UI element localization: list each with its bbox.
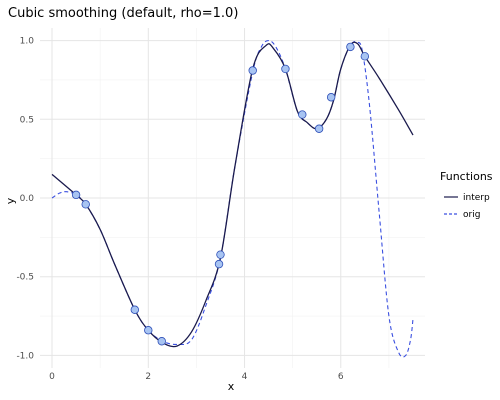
chart-title: Cubic smoothing (default, rho=1.0) — [8, 6, 238, 21]
legend: Functions interp orig — [440, 170, 493, 220]
y-axis-ticks: 1.0 0.5 0.0 -0.5 -1.0 — [16, 37, 34, 362]
data-points — [71, 42, 370, 346]
series-lines — [51, 40, 414, 358]
x-tick-label: 4 — [242, 372, 248, 382]
y-tick-label: -1.0 — [16, 351, 34, 361]
data-point — [281, 64, 290, 74]
data-point — [71, 190, 81, 200]
data-point — [298, 110, 307, 119]
legend-items: interp orig — [444, 193, 490, 220]
data-point — [346, 42, 355, 52]
y-tick-label: -0.5 — [16, 273, 34, 283]
x-tick-label: 6 — [338, 372, 344, 382]
data-point — [360, 52, 370, 61]
legend-label-orig: orig — [463, 210, 480, 220]
y-tick-label: 0.5 — [20, 115, 34, 125]
data-point — [326, 93, 336, 102]
data-point — [130, 305, 140, 314]
x-axis-label: x — [228, 380, 235, 393]
data-point — [214, 259, 224, 269]
x-tick-label: 0 — [49, 372, 55, 382]
data-point — [216, 250, 225, 259]
x-tick-label: 2 — [145, 372, 151, 382]
legend-label-interp: interp — [463, 193, 490, 203]
data-point — [144, 326, 153, 335]
y-tick-label: 1.0 — [20, 37, 35, 47]
legend-title: Functions — [440, 170, 493, 183]
y-axis-label: y — [4, 197, 17, 204]
series-line-interp — [51, 41, 414, 348]
data-point — [314, 124, 324, 133]
x-axis-ticks: 0 2 4 6 — [49, 372, 344, 382]
data-point — [81, 200, 90, 209]
y-tick-label: 0.0 — [20, 194, 35, 204]
data-point — [157, 337, 166, 346]
grid — [40, 28, 425, 368]
data-point — [248, 66, 257, 75]
series-line-orig — [51, 40, 414, 358]
